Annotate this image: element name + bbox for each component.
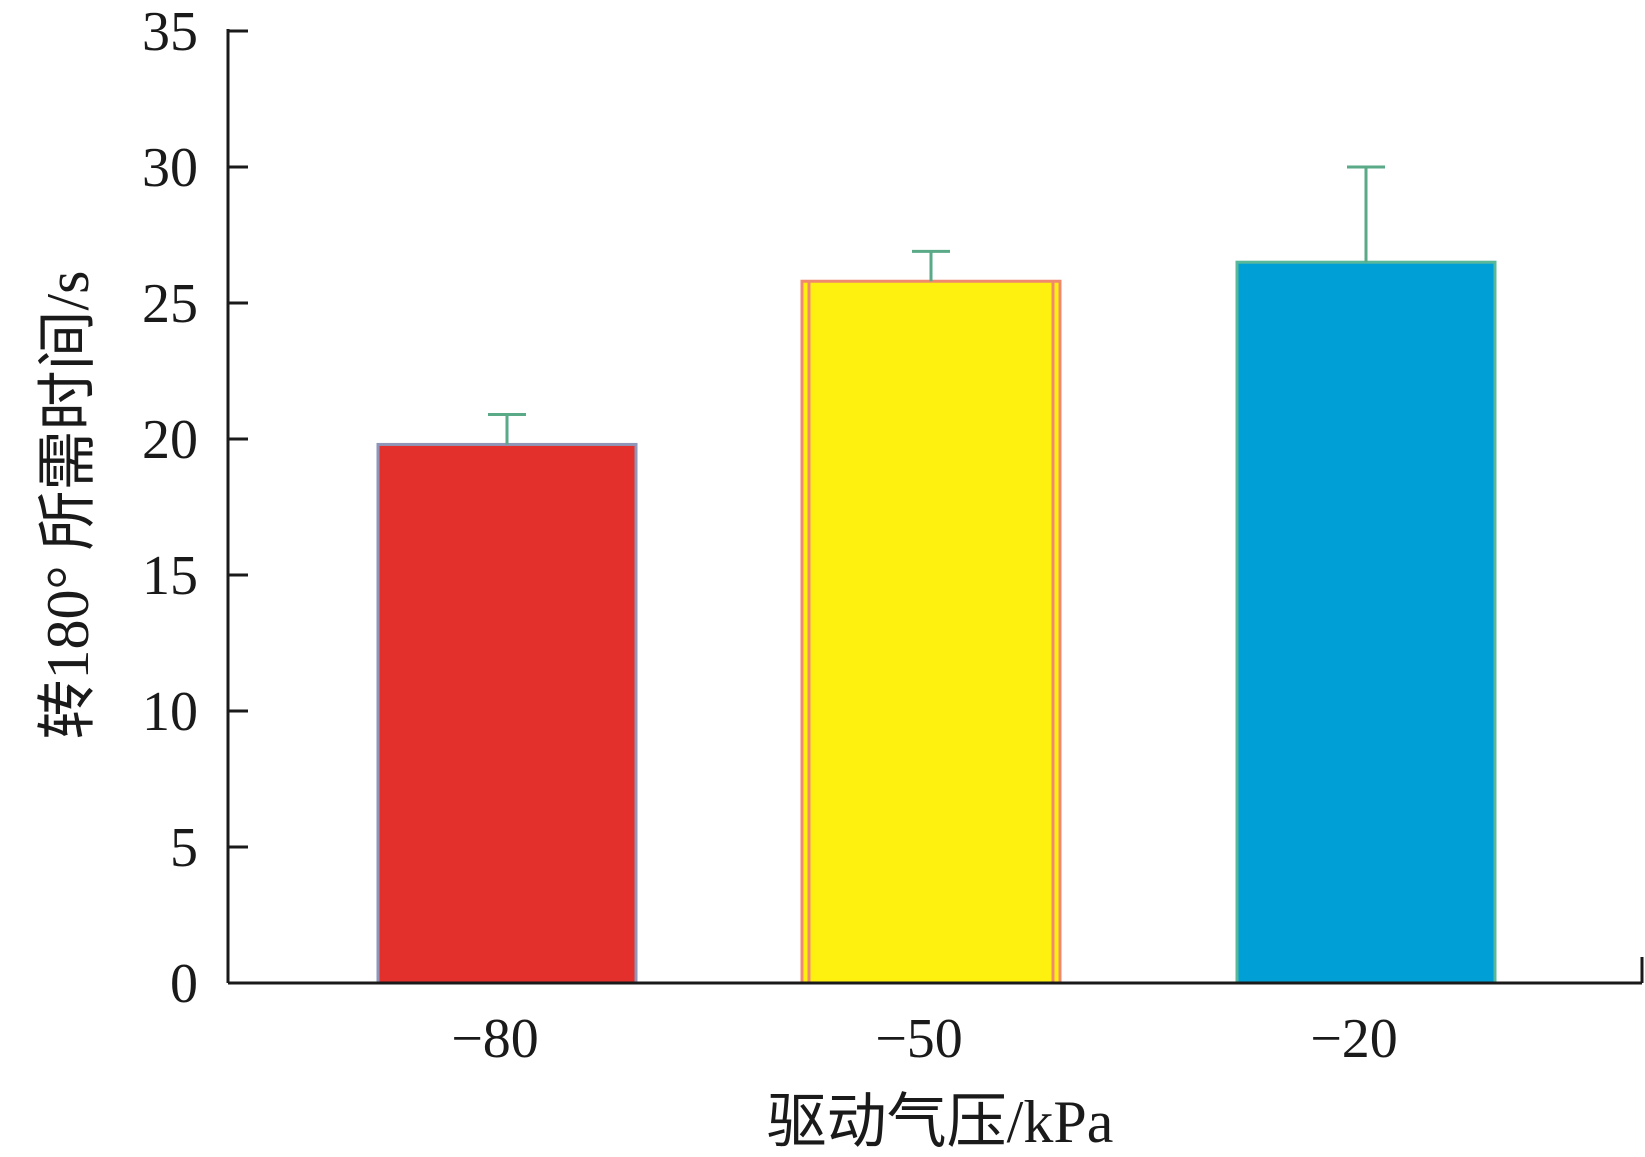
bar-0 [376, 442, 638, 985]
y-tick-label-15: 15 [142, 545, 198, 607]
y-tick-label-0: 0 [170, 953, 198, 1015]
error-bar-1 [912, 249, 950, 282]
y-tick-label-25: 25 [142, 273, 198, 335]
y-tick-label-20: 20 [142, 409, 198, 471]
tick-labels-layer: 0 5 10 15 20 25 30 35 −80 −50 −20 [142, 1, 1398, 1070]
x-tick-label-2: −20 [1310, 1008, 1398, 1070]
x-axis-title: 驱动气压/kPa [767, 1089, 1114, 1155]
x-tick-label-1: −50 [875, 1008, 963, 1070]
y-tick-label-5: 5 [170, 817, 198, 879]
axes-layer [226, 29, 1644, 985]
y-tick-label-35: 35 [142, 1, 198, 63]
bars-layer [376, 260, 1497, 985]
y-axis-title: 转180° 所需时间/s [35, 270, 101, 739]
y-tick-label-30: 30 [142, 137, 198, 199]
bar-2 [1235, 260, 1497, 985]
error-bars-layer [488, 165, 1385, 445]
y-tick-label-10: 10 [142, 681, 198, 743]
error-bar-2 [1347, 165, 1385, 263]
error-bar-0 [488, 413, 526, 445]
bar-1 [800, 279, 1062, 985]
x-tick-label-0: −80 [451, 1008, 539, 1070]
